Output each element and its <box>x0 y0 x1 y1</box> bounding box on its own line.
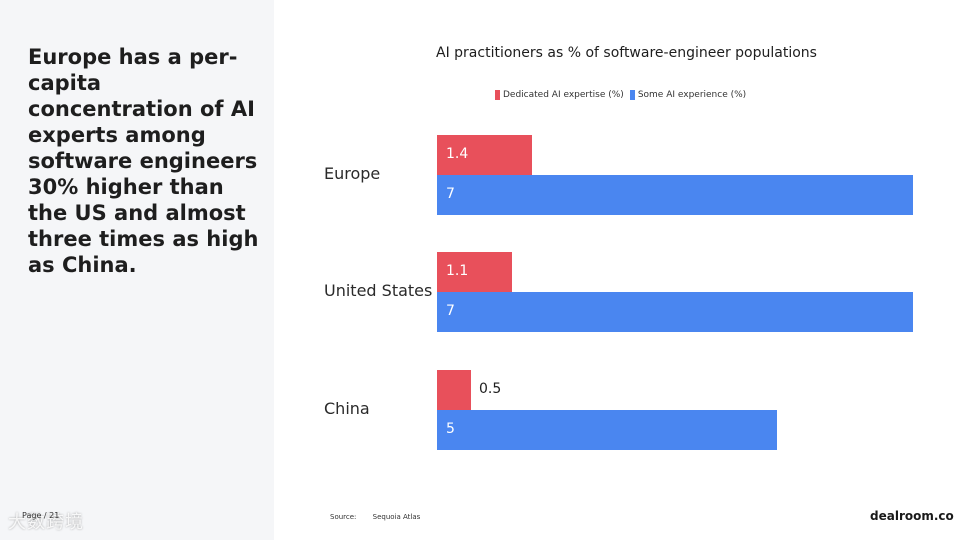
legend-swatch-some <box>629 90 635 100</box>
legend-label-some: Some AI experience (%) <box>637 90 747 100</box>
data-label-europe-some: 7 <box>446 186 455 202</box>
bar-europe-dedicated <box>437 135 532 175</box>
chart-legend: Dedicated AI expertise (%) Some AI exper… <box>495 90 746 100</box>
category-label-united-states: United States <box>324 281 433 300</box>
data-label-china-dedicated: 0.5 <box>479 381 502 397</box>
bar-china-dedicated <box>437 370 471 410</box>
category-label-china: China <box>324 399 370 418</box>
bar-china-some <box>437 410 777 450</box>
data-label-europe-dedicated: 1.4 <box>446 146 469 162</box>
headline: Europe has a per-capita concentration of… <box>28 45 259 277</box>
bar-united-states-dedicated <box>437 252 512 292</box>
legend-label-dedicated: Dedicated AI expertise (%) <box>503 90 624 100</box>
chart-title: AI practitioners as % of software-engine… <box>436 45 817 61</box>
data-label-united-states-some: 7 <box>446 303 455 319</box>
left-panel: Europe has a per-capita concentration of… <box>0 0 274 540</box>
source: Source: Sequoia Atlas <box>330 513 420 521</box>
source-value: Sequoia Atlas <box>372 513 421 521</box>
brand-logo[interactable]: dealroom.co <box>870 509 954 523</box>
data-label-china-some: 5 <box>446 421 455 437</box>
source-label: Source: <box>330 513 357 521</box>
watermark: 大数跨境 <box>8 512 84 533</box>
legend-item-some: Some AI experience (%) <box>629 90 747 100</box>
bar-europe-some <box>437 175 913 215</box>
data-label-united-states-dedicated: 1.1 <box>446 263 469 279</box>
bar-united-states-some <box>437 292 913 332</box>
page-number: Page / 21 <box>22 511 60 520</box>
legend-swatch-dedicated <box>495 90 500 100</box>
legend-item-dedicated: Dedicated AI expertise (%) <box>495 90 624 100</box>
category-label-europe: Europe <box>324 164 381 183</box>
